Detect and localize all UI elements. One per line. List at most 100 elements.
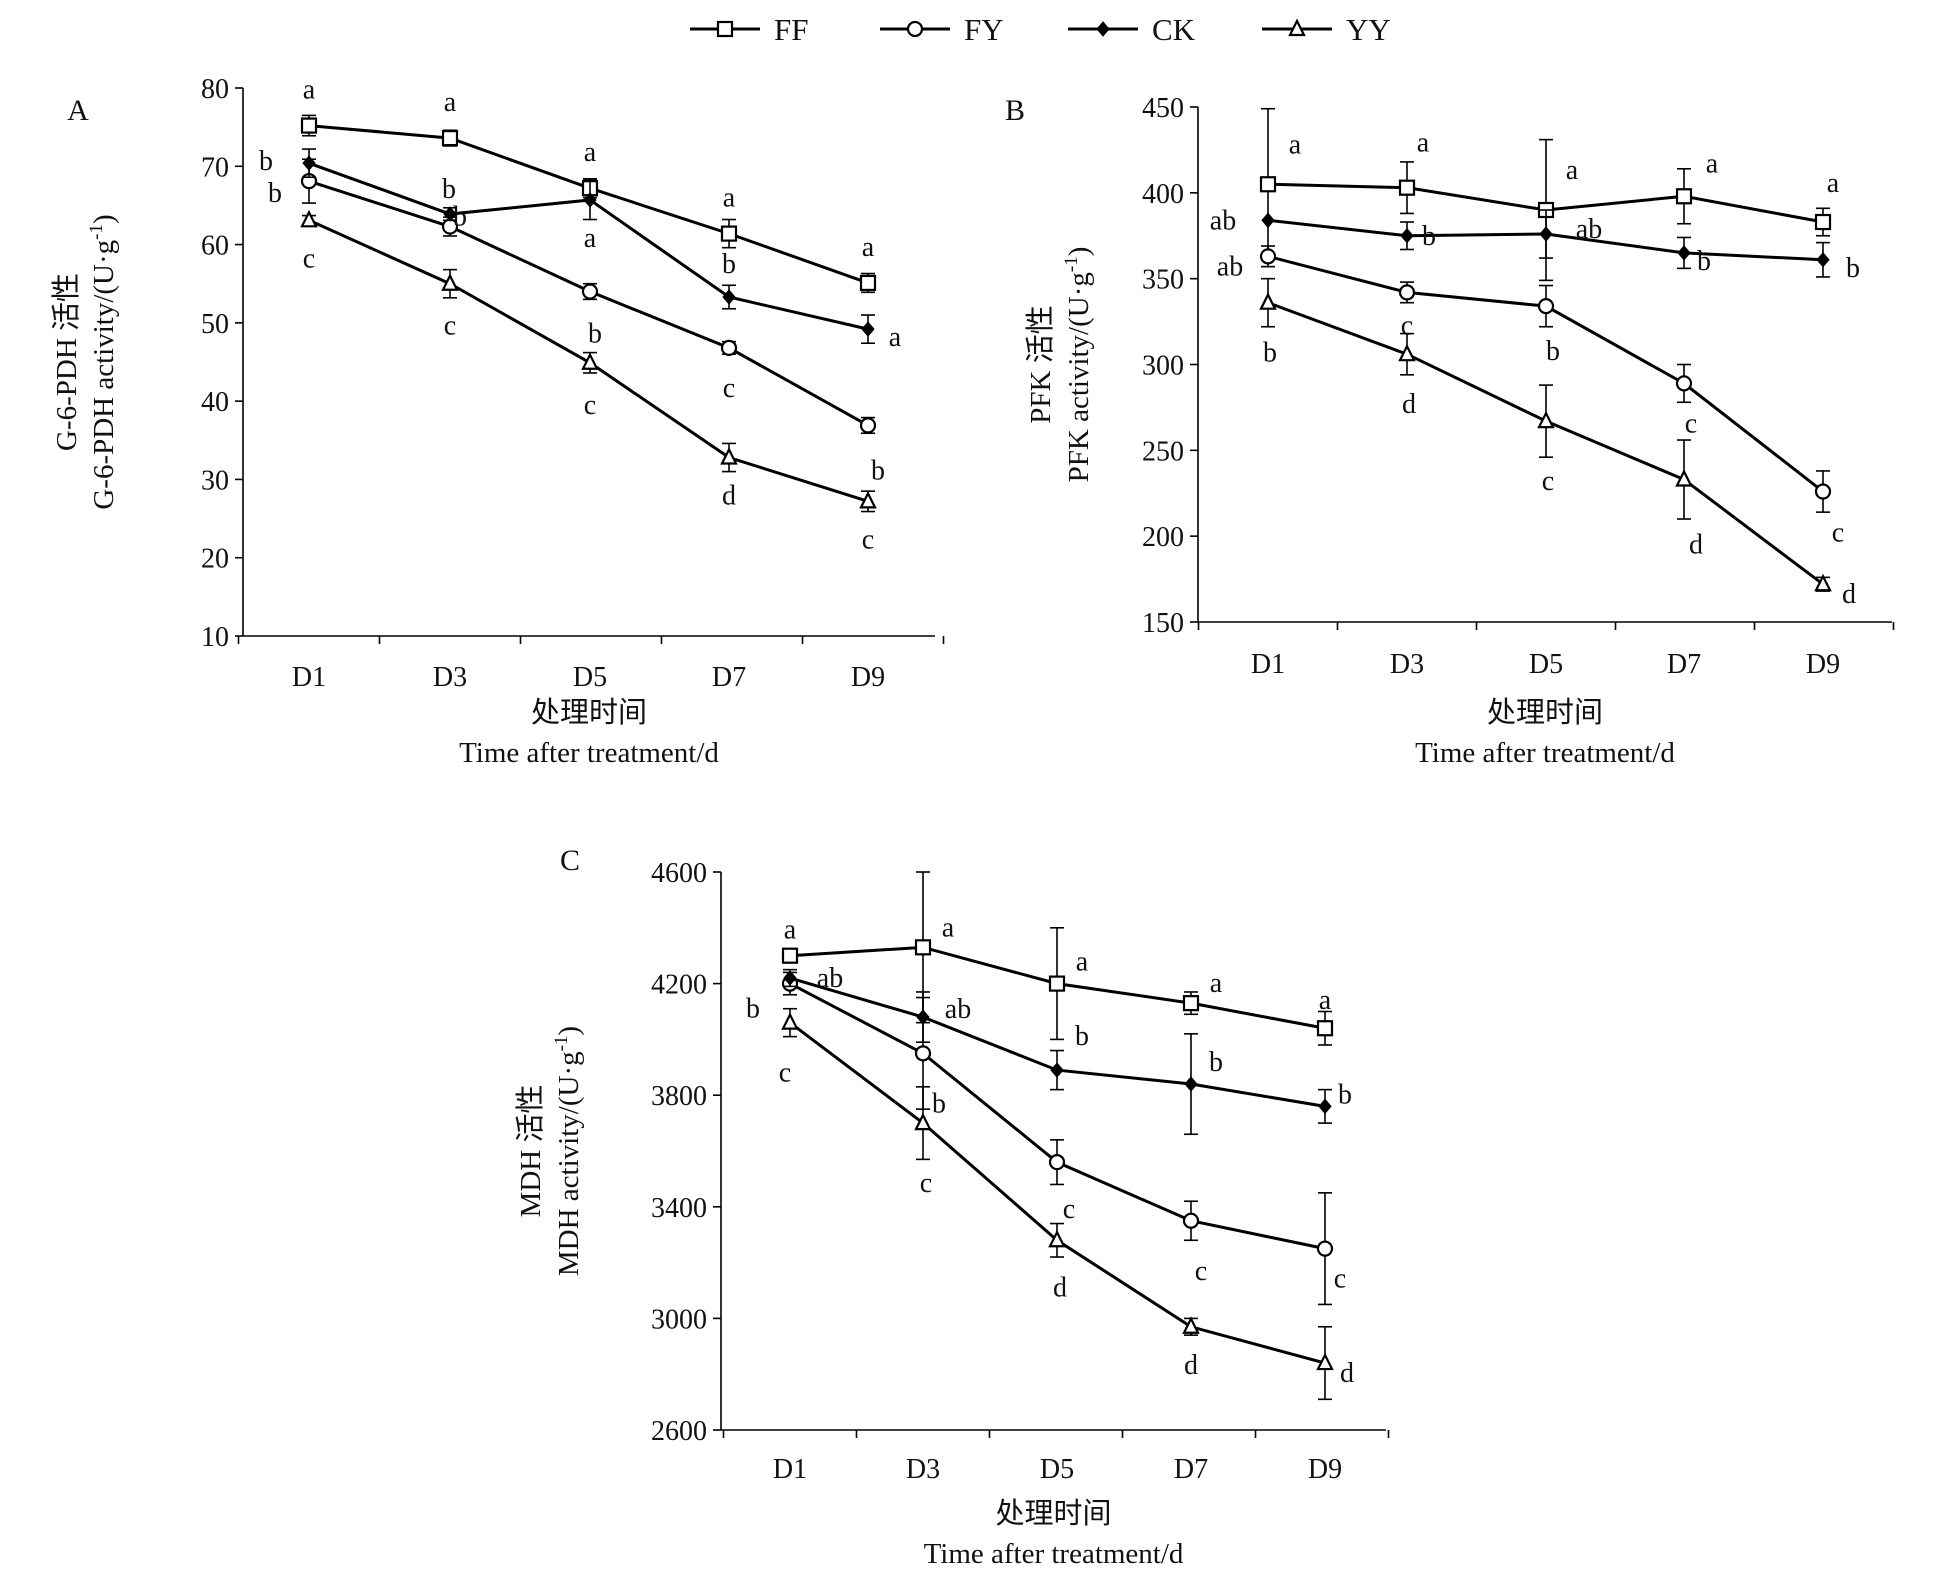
x-tick-label: D1	[292, 662, 326, 693]
panel-label: C	[560, 844, 580, 877]
significance-label: a	[303, 75, 316, 106]
significance-label: a	[1706, 148, 1719, 179]
series-fy: ab c b c c	[1217, 245, 1844, 549]
series-ff: a a a a a	[781, 871, 1334, 1046]
data-point	[1398, 284, 1416, 301]
significance-label: b	[1338, 1079, 1352, 1110]
significance-label: b	[588, 319, 602, 350]
series-yy: c c d d d	[779, 1007, 1354, 1401]
y-tick-label: 70	[201, 152, 229, 183]
significance-label: d	[1689, 530, 1703, 561]
data-point	[914, 939, 932, 956]
significance-label: b	[453, 202, 467, 233]
significance-label: c	[1063, 1194, 1075, 1225]
data-point	[1675, 469, 1693, 487]
significance-label: b	[1546, 336, 1560, 367]
data-point	[1539, 226, 1553, 242]
y-axis-title-cn: MDH 活性	[514, 1085, 547, 1218]
data-point	[859, 417, 877, 434]
data-point	[441, 130, 459, 147]
x-tick-label: D9	[1806, 649, 1840, 680]
significance-label: c	[1542, 466, 1554, 497]
x-axis-title-cn: 处理时间	[531, 696, 647, 729]
data-point	[1316, 1020, 1334, 1037]
data-point	[1316, 1240, 1334, 1257]
significance-label: b	[1263, 338, 1277, 369]
significance-label: ab	[1576, 214, 1602, 245]
significance-label: ab	[945, 994, 971, 1025]
y-tick-label: 40	[201, 387, 229, 418]
significance-label: b	[871, 455, 885, 486]
panel-label: B	[1005, 94, 1025, 127]
y-axis-title-en: MDH activity/(U·g-1)	[551, 1026, 585, 1276]
data-point	[1816, 252, 1830, 268]
data-point	[581, 283, 599, 300]
series-ck: ab b ab b b	[1210, 205, 1860, 283]
significance-label: b	[746, 994, 760, 1025]
data-point	[441, 273, 459, 291]
significance-label: d	[722, 481, 736, 512]
data-point	[1398, 179, 1416, 196]
x-axis-title-cn: 处理时间	[1487, 696, 1603, 729]
data-point	[781, 1012, 799, 1030]
significance-label: b	[442, 174, 456, 205]
data-point	[861, 321, 875, 337]
significance-label: a	[1566, 155, 1579, 186]
y-tick-label: 80	[201, 74, 229, 105]
significance-label: b	[1697, 246, 1711, 277]
series-line	[308, 179, 869, 427]
y-axis-title-main: PFK activity/(U·g	[1063, 272, 1095, 482]
significance-label: ab	[1210, 205, 1236, 236]
data-point	[859, 490, 877, 509]
significance-label: c	[920, 1168, 932, 1199]
significance-label: a	[723, 183, 736, 214]
significance-label: d	[1340, 1358, 1354, 1389]
significance-label: c	[1195, 1256, 1207, 1287]
data-point	[914, 1045, 932, 1062]
y-axis-title-close: )	[553, 1026, 585, 1036]
data-point	[1675, 375, 1693, 392]
y-axis-title-sup: -1	[86, 224, 107, 240]
x-tick-label: D1	[773, 1454, 807, 1485]
panel-c: C 2600 3000 3400 3800 4200 4600 D1 D3 D5 D7 D9 处理时间 T…	[514, 844, 1390, 1570]
y-tick-label: 250	[1142, 436, 1184, 467]
data-point	[720, 339, 738, 357]
significance-label: a	[784, 915, 797, 946]
significance-label: b	[1846, 253, 1860, 284]
legend-marker-diamond	[1096, 21, 1110, 37]
legend-label: FY	[964, 12, 1004, 47]
data-point	[1814, 213, 1832, 231]
y-tick-label: 400	[1142, 179, 1184, 210]
x-tick-label: D3	[906, 1454, 940, 1485]
panel-b: B 150 200 250 300 350 400 450 D1 D3 D5 D7 D9 处理时间 Time…	[1005, 93, 1895, 769]
y-tick-label: 4200	[651, 970, 707, 1001]
data-point	[1261, 212, 1275, 229]
significance-label: a	[1827, 168, 1840, 199]
data-point	[1048, 975, 1066, 992]
data-point	[581, 352, 599, 370]
y-tick-label: 50	[201, 309, 229, 340]
y-tick-label: 60	[201, 231, 229, 262]
series-fy: b b c c c	[746, 971, 1346, 1306]
y-axis-title-cn: G-6-PDH 活性	[50, 273, 83, 451]
x-tick-label: D1	[1251, 649, 1285, 680]
significance-label: a	[1289, 129, 1302, 160]
panel-a: A 10 20 30 40 50 60 70 80 D1 D3 D5 D7 D9 处理时间 Time afte…	[50, 74, 945, 769]
significance-label: a	[1076, 947, 1089, 978]
significance-label: a	[889, 322, 902, 353]
significance-label: a	[942, 912, 955, 943]
x-tick-label: D9	[1308, 1454, 1342, 1485]
x-tick-label: D7	[1174, 1454, 1208, 1485]
y-tick-label: 2600	[651, 1416, 707, 1447]
data-point	[783, 970, 797, 986]
data-point	[1048, 1229, 1066, 1248]
y-axis-title-close: )	[88, 214, 120, 224]
y-tick-label: 450	[1142, 93, 1184, 124]
x-tick-label: D9	[851, 662, 885, 693]
x-tick-label: D5	[573, 662, 607, 693]
significance-label: b	[932, 1088, 946, 1119]
